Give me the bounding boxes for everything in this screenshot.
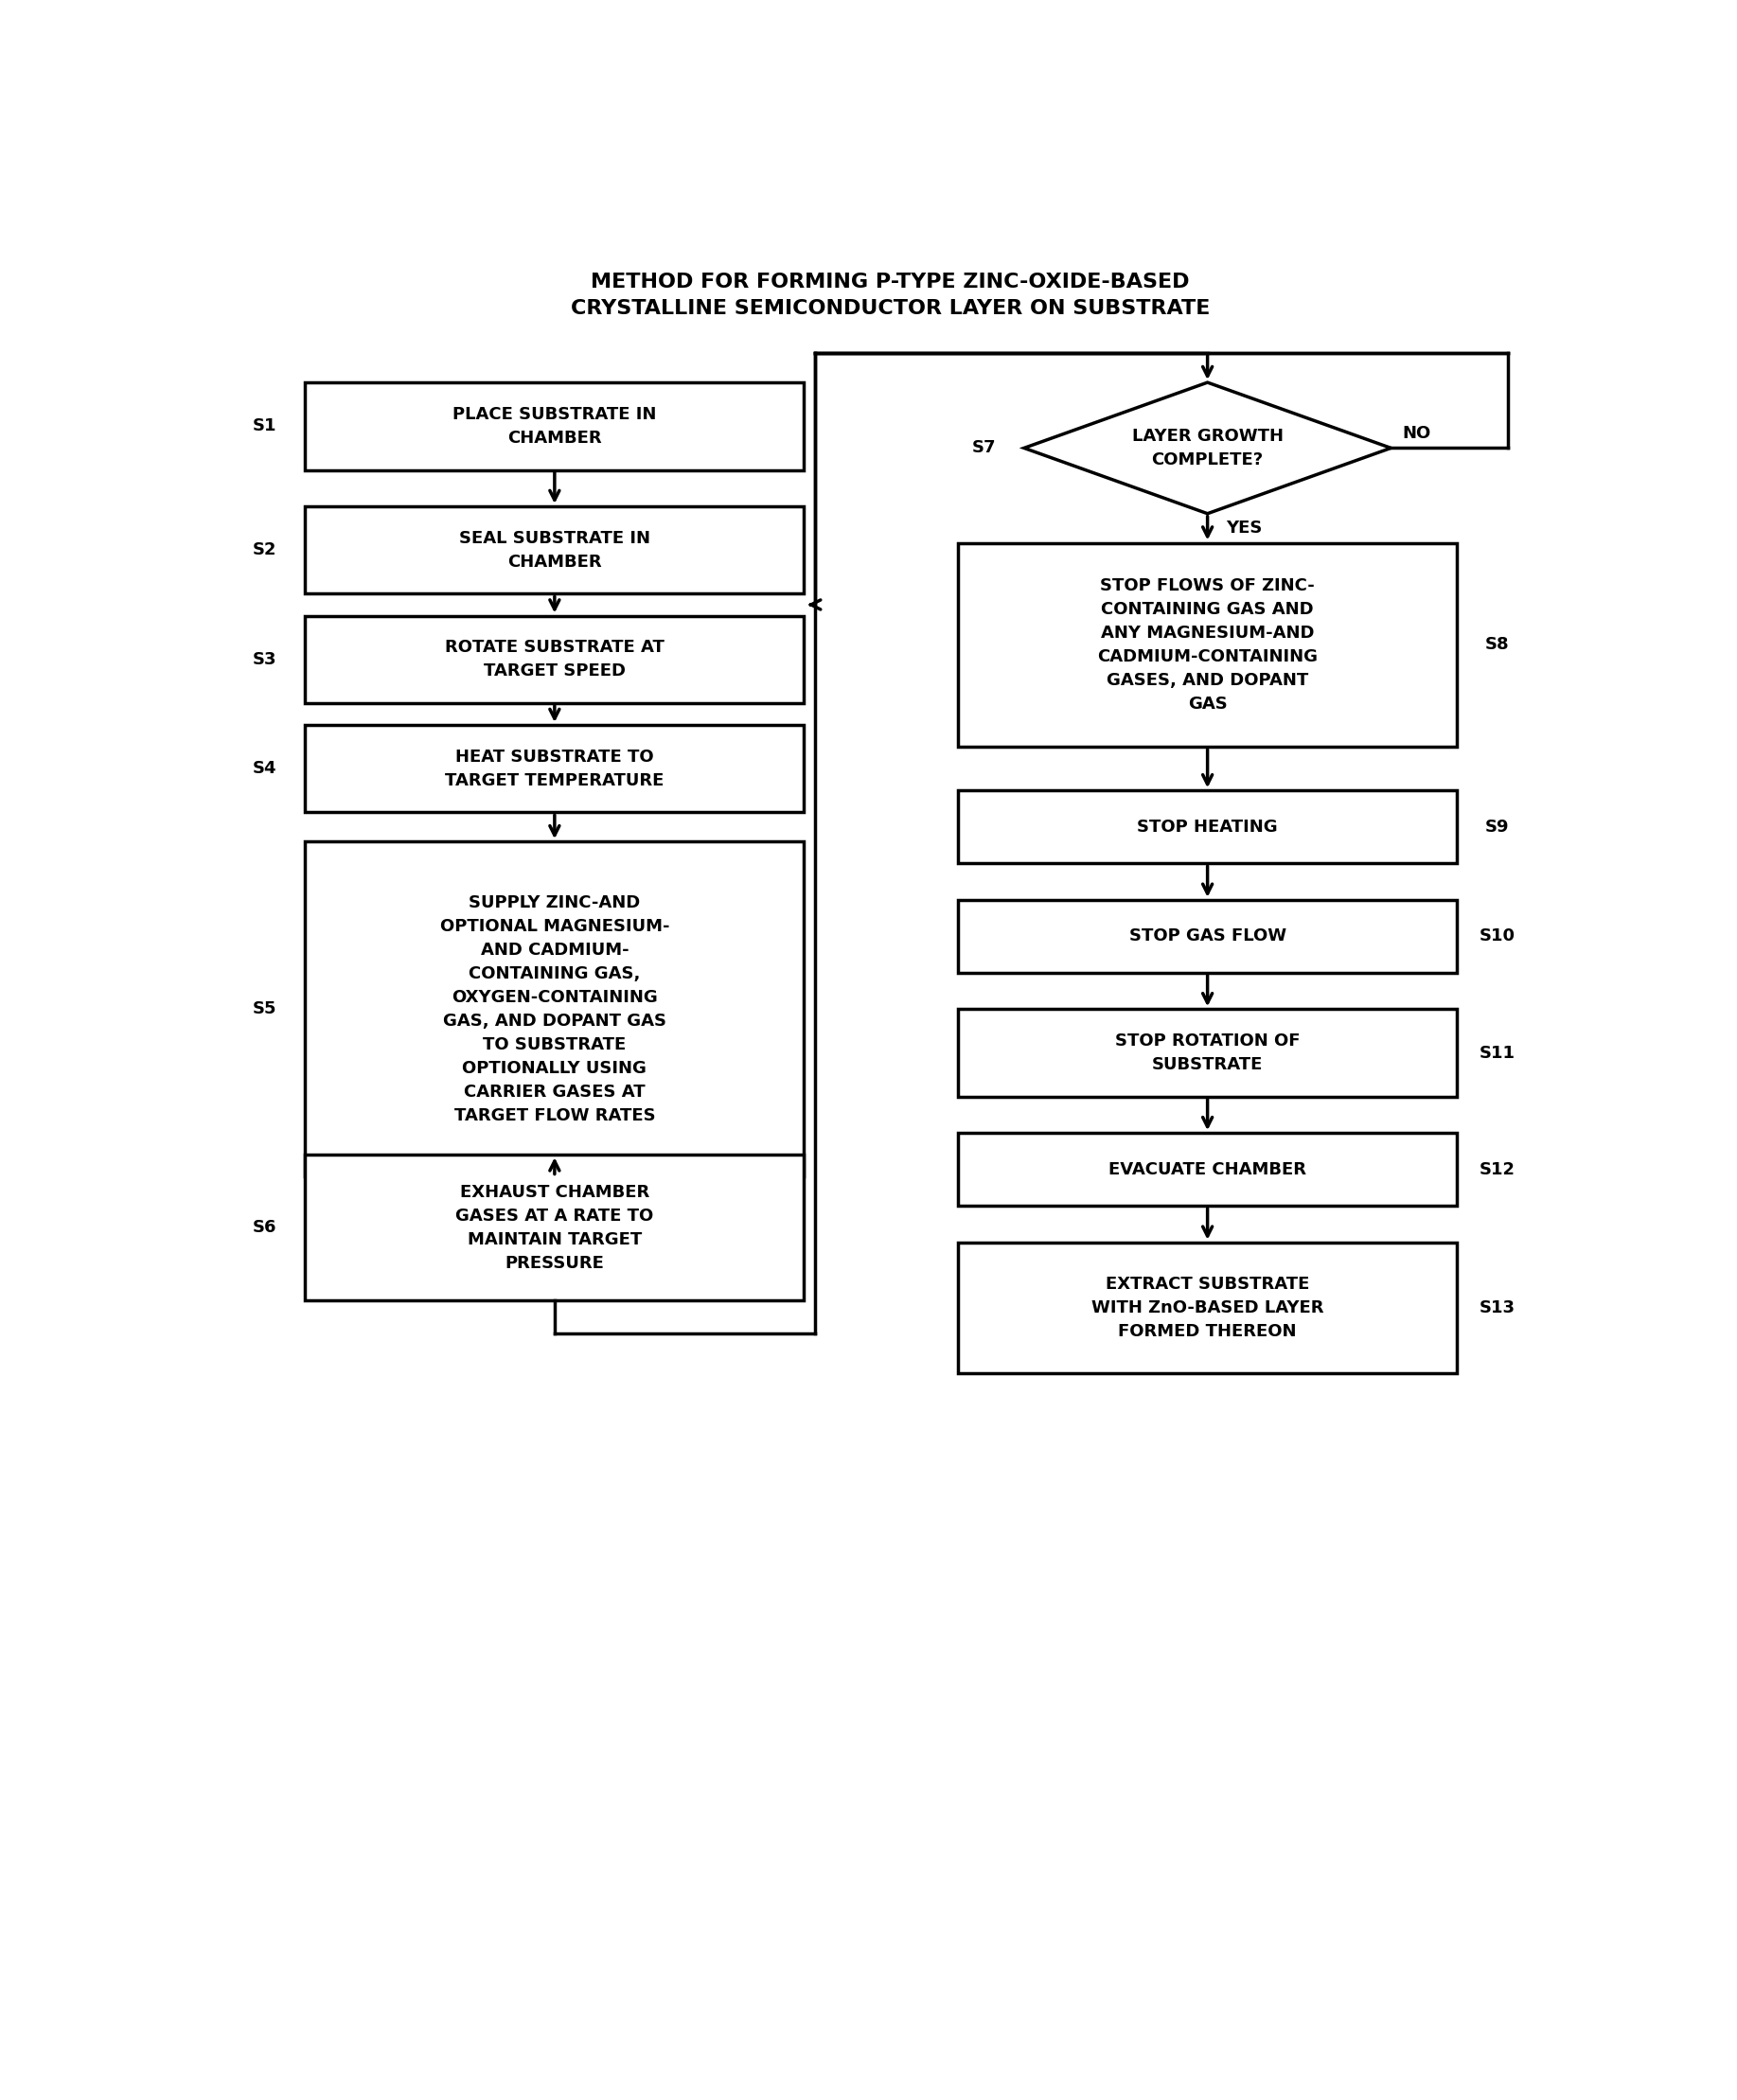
Text: STOP ROTATION OF
SUBSTRATE: STOP ROTATION OF SUBSTRATE bbox=[1115, 1033, 1299, 1073]
Text: HEAT SUBSTRATE TO
TARGET TEMPERATURE: HEAT SUBSTRATE TO TARGET TEMPERATURE bbox=[445, 748, 664, 790]
Text: S3: S3 bbox=[254, 651, 276, 668]
Bar bbox=[306, 842, 804, 1176]
Text: STOP FLOWS OF ZINC-
CONTAINING GAS AND
ANY MAGNESIUM-AND
CADMIUM-CONTAINING
GASE: STOP FLOWS OF ZINC- CONTAINING GAS AND A… bbox=[1098, 578, 1318, 712]
Text: S10: S10 bbox=[1480, 928, 1515, 945]
Text: S5: S5 bbox=[254, 1000, 276, 1018]
Bar bbox=[959, 790, 1457, 863]
Bar bbox=[959, 1243, 1457, 1373]
Text: METHOD FOR FORMING P-TYPE ZINC-OXIDE-BASED
CRYSTALLINE SEMICONDUCTOR LAYER ON SU: METHOD FOR FORMING P-TYPE ZINC-OXIDE-BAS… bbox=[570, 273, 1211, 317]
Text: PLACE SUBSTRATE IN
CHAMBER: PLACE SUBSTRATE IN CHAMBER bbox=[453, 405, 657, 447]
Text: ROTATE SUBSTRATE AT
TARGET SPEED: ROTATE SUBSTRATE AT TARGET SPEED bbox=[445, 638, 664, 680]
Text: S4: S4 bbox=[254, 760, 276, 777]
Text: STOP GAS FLOW: STOP GAS FLOW bbox=[1129, 928, 1285, 945]
Bar bbox=[306, 724, 804, 813]
Text: S13: S13 bbox=[1480, 1300, 1515, 1317]
Text: S2: S2 bbox=[254, 542, 276, 559]
Text: S6: S6 bbox=[254, 1220, 276, 1237]
Bar bbox=[306, 506, 804, 594]
Text: EVACUATE CHAMBER: EVACUATE CHAMBER bbox=[1108, 1161, 1306, 1178]
Text: SUPPLY ZINC-AND
OPTIONAL MAGNESIUM-
AND CADMIUM-
CONTAINING GAS,
OXYGEN-CONTAINI: SUPPLY ZINC-AND OPTIONAL MAGNESIUM- AND … bbox=[439, 895, 669, 1124]
Text: SEAL SUBSTRATE IN
CHAMBER: SEAL SUBSTRATE IN CHAMBER bbox=[459, 529, 650, 571]
Text: EXTRACT SUBSTRATE
WITH ZnO-BASED LAYER
FORMED THEREON: EXTRACT SUBSTRATE WITH ZnO-BASED LAYER F… bbox=[1091, 1275, 1324, 1340]
Text: EXHAUST CHAMBER
GASES AT A RATE TO
MAINTAIN TARGET
PRESSURE: EXHAUST CHAMBER GASES AT A RATE TO MAINT… bbox=[455, 1184, 653, 1273]
Bar bbox=[959, 1010, 1457, 1096]
Text: S7: S7 bbox=[971, 439, 995, 456]
Text: S8: S8 bbox=[1485, 636, 1509, 653]
Text: YES: YES bbox=[1226, 519, 1263, 538]
Bar bbox=[306, 382, 804, 470]
Bar bbox=[306, 1155, 804, 1300]
Text: S12: S12 bbox=[1480, 1161, 1515, 1178]
Polygon shape bbox=[1025, 382, 1391, 514]
Bar bbox=[306, 615, 804, 704]
Text: S11: S11 bbox=[1480, 1044, 1515, 1060]
Bar bbox=[959, 542, 1457, 748]
Text: S1: S1 bbox=[254, 418, 276, 435]
Text: LAYER GROWTH
COMPLETE?: LAYER GROWTH COMPLETE? bbox=[1133, 428, 1284, 468]
Bar bbox=[959, 899, 1457, 972]
Text: STOP HEATING: STOP HEATING bbox=[1138, 819, 1278, 836]
Bar bbox=[959, 1134, 1457, 1205]
Text: S9: S9 bbox=[1485, 819, 1509, 836]
Text: NO: NO bbox=[1402, 424, 1431, 441]
